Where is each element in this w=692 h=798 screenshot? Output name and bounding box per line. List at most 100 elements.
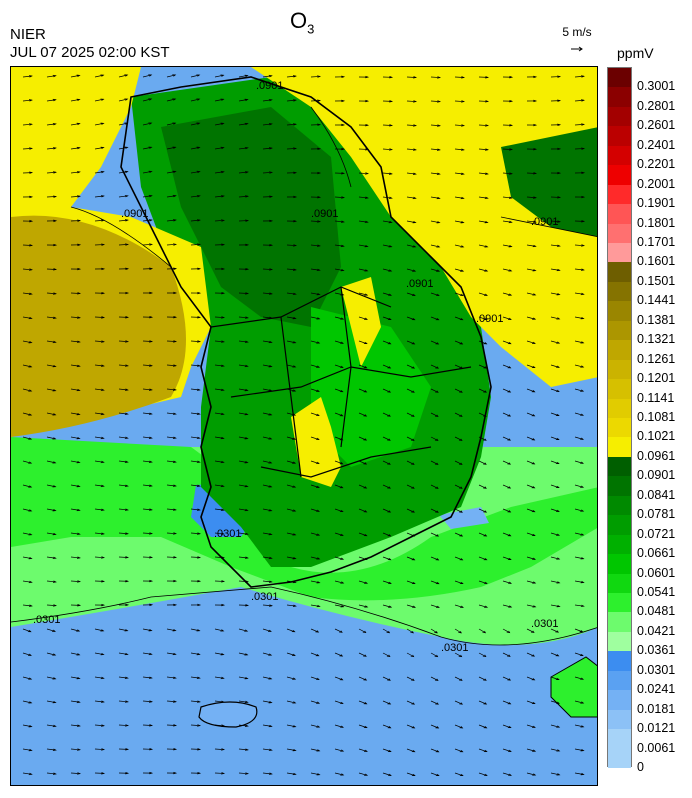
- wind-vector-head: [77, 580, 82, 583]
- wind-vector-head: [220, 436, 225, 440]
- wind-vector-head: [316, 244, 321, 247]
- wind-vector: [310, 724, 320, 728]
- wind-vector-head: [411, 366, 416, 369]
- wind-vector-head: [124, 122, 129, 125]
- wind-vector: [574, 676, 584, 680]
- wind-vector-head: [101, 556, 106, 559]
- wind-vector-head: [244, 412, 249, 416]
- wind-vector-head: [28, 725, 33, 728]
- wind-vector: [478, 556, 487, 561]
- wind-vector-head: [364, 773, 369, 776]
- wind-vector-head: [197, 603, 202, 607]
- wind-vector: [166, 146, 176, 150]
- wind-vector: [406, 724, 415, 729]
- wind-vector: [478, 724, 487, 729]
- wind-vector: [478, 124, 488, 126]
- wind-vector-head: [29, 195, 34, 199]
- wind-vector-head: [196, 460, 201, 464]
- wind-vector-head: [437, 100, 442, 103]
- wind-vector: [22, 388, 32, 392]
- wind-vector-head: [76, 676, 81, 680]
- wind-vector: [430, 412, 439, 417]
- wind-vector: [214, 316, 224, 318]
- wind-vector-head: [124, 170, 129, 174]
- wind-vector-head: [532, 317, 537, 320]
- wind-vector-head: [196, 508, 201, 511]
- wind-vector-head: [412, 196, 417, 200]
- wind-vector-head: [269, 219, 274, 223]
- wind-vector-head: [340, 341, 345, 344]
- wind-vector: [574, 436, 584, 440]
- ozone-map[interactable]: .0301 .0901 .0901 .0901 .0901 .0901 .090…: [10, 66, 598, 786]
- wind-vector: [358, 532, 367, 537]
- wind-vector-head: [76, 340, 81, 343]
- wind-vector-head: [388, 269, 393, 272]
- wind-vector-head: [532, 293, 537, 296]
- wind-vector-head: [52, 748, 57, 751]
- wind-vector: [502, 676, 511, 681]
- wind-vector-head: [100, 74, 105, 77]
- wind-vector-head: [292, 485, 297, 488]
- wind-vector-head: [364, 605, 369, 608]
- wind-vector: [550, 532, 560, 536]
- wind-vector: [526, 388, 535, 393]
- wind-vector: [46, 412, 56, 416]
- wind-vector-head: [412, 245, 417, 248]
- wind-vector-head: [410, 654, 415, 658]
- wind-vector: [286, 556, 296, 559]
- contour-label: .0901: [311, 208, 339, 220]
- wind-vector: [46, 628, 56, 632]
- legend-swatch: [608, 631, 631, 652]
- wind-vector: [262, 316, 272, 319]
- wind-vector-head: [557, 196, 562, 199]
- wind-vector-head: [293, 123, 298, 126]
- wind-vector-head: [580, 557, 585, 560]
- wind-vector-head: [555, 389, 560, 392]
- wind-vector: [94, 219, 104, 222]
- wind-vector-head: [52, 364, 57, 368]
- legend-label: 0.1501: [637, 273, 676, 288]
- wind-vector: [406, 388, 415, 393]
- wind-vector-head: [292, 580, 297, 584]
- wind-vector: [118, 412, 128, 415]
- wind-vector-head: [387, 390, 392, 393]
- legend-swatch: [608, 476, 631, 497]
- wind-vector-head: [101, 772, 106, 775]
- wind-vector-head: [410, 462, 415, 465]
- wind-vector-head: [268, 556, 273, 560]
- wind-vector: [550, 772, 560, 776]
- wind-vector-head: [245, 243, 250, 247]
- wind-vector-head: [268, 580, 273, 583]
- wind-vector-head: [124, 484, 129, 487]
- wind-vector: [142, 508, 152, 511]
- legend-swatch: [608, 748, 631, 769]
- legend-swatch: [608, 573, 631, 594]
- wind-vector-head: [173, 291, 178, 295]
- wind-vector: [502, 556, 511, 560]
- wind-vector-head: [172, 436, 177, 439]
- wind-vector: [214, 219, 224, 222]
- wind-vector-head: [581, 244, 586, 247]
- wind-vector-head: [556, 773, 561, 776]
- band-0481: [11, 437, 597, 601]
- legend-unit: ppmV: [617, 45, 654, 61]
- wind-vector-head: [101, 340, 106, 343]
- wind-vector-head: [508, 196, 513, 199]
- wind-vector-head: [124, 146, 129, 149]
- wind-vector-head: [555, 509, 560, 512]
- wind-vector-head: [410, 438, 415, 441]
- wind-vector-head: [28, 580, 33, 584]
- wind-vector: [70, 123, 80, 126]
- wind-vector-head: [28, 677, 33, 680]
- wind-vector-head: [172, 98, 177, 101]
- wind-vector: [286, 628, 295, 633]
- wind-vector-head: [148, 629, 153, 632]
- wind-vector: [70, 412, 80, 415]
- wind-vector: [502, 412, 511, 417]
- wind-vector-head: [148, 436, 153, 439]
- wind-vector: [238, 412, 248, 415]
- wind-vector-head: [581, 195, 586, 199]
- wind-vector-head: [389, 148, 394, 151]
- wind-vector-head: [172, 194, 177, 198]
- wind-vector-head: [484, 605, 489, 608]
